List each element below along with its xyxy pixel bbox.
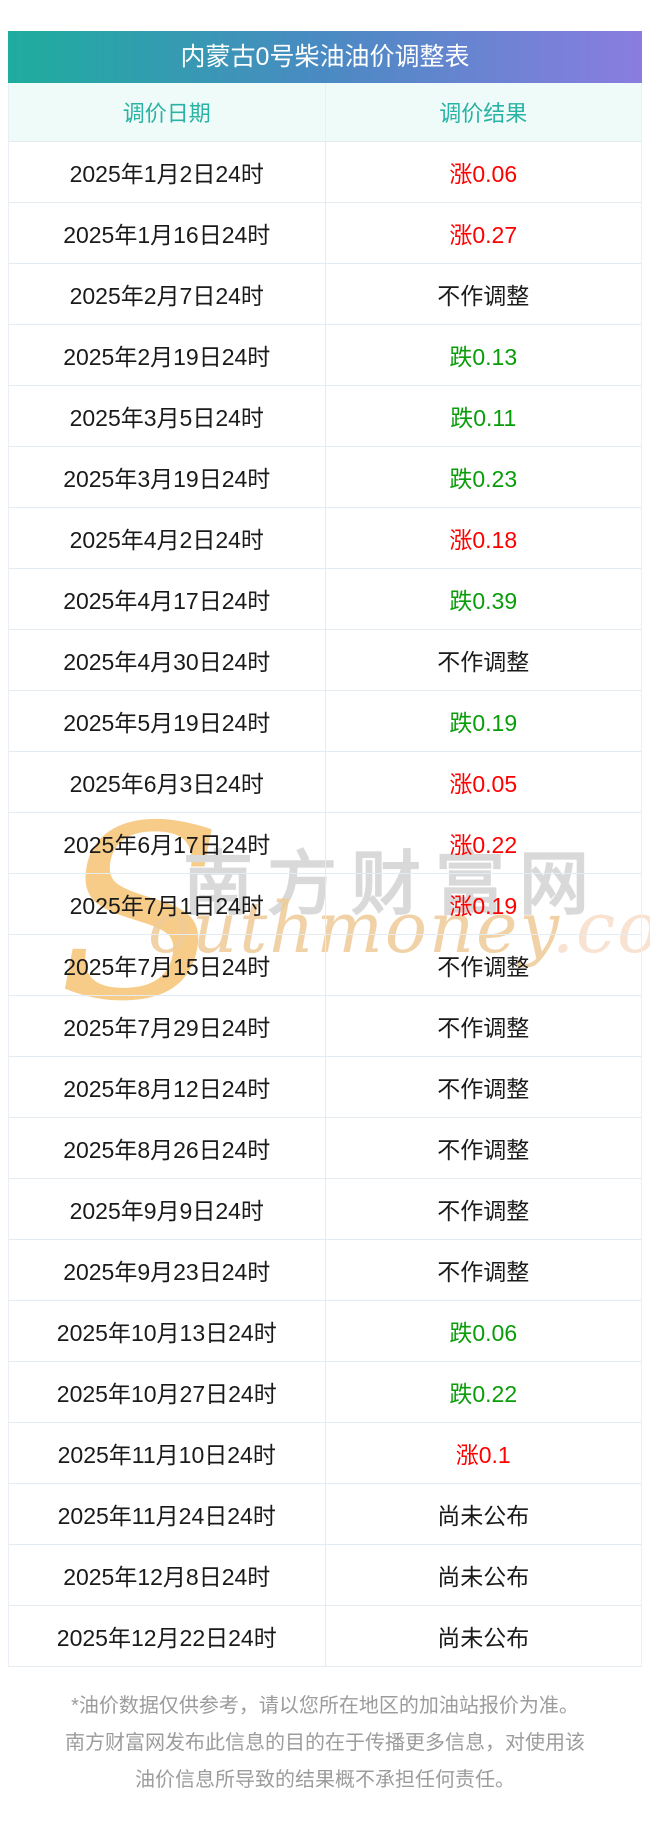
adjust-result-cell: 不作调整 — [325, 263, 641, 325]
table-title: 内蒙古0号柴油油价调整表 — [8, 31, 642, 83]
adjust-result-cell: 不作调整 — [325, 934, 641, 996]
adjust-date-cell: 2025年1月2日24时 — [9, 142, 326, 203]
table-row: 2025年4月17日24时 跌0.39 — [9, 568, 641, 630]
adjust-date-cell: 2025年5月19日24时 — [9, 690, 326, 752]
price-table: 2025年1月2日24时 涨0.06 2025年1月16日24时 涨0.27 2… — [9, 142, 641, 1666]
table-body-wrap: 调价日期 调价结果 2025年1月2日24时 涨0.06 2025年1月16日2… — [8, 83, 642, 1667]
adjust-result-cell: 不作调整 — [325, 995, 641, 1057]
adjust-date-cell: 2025年11月10日24时 — [9, 1422, 326, 1484]
adjust-result-cell: 涨0.06 — [325, 142, 641, 203]
table-row: 2025年11月24日24时 尚未公布 — [9, 1483, 641, 1545]
price-table-body: 2025年1月2日24时 涨0.06 2025年1月16日24时 涨0.27 2… — [9, 142, 641, 1666]
adjust-result-cell: 涨0.27 — [325, 202, 641, 264]
table-row: 2025年12月8日24时 尚未公布 — [9, 1544, 641, 1606]
adjust-result-cell: 尚未公布 — [325, 1483, 641, 1545]
adjust-result-cell: 不作调整 — [325, 629, 641, 691]
adjust-date-cell: 2025年4月17日24时 — [9, 568, 326, 630]
table-row: 2025年1月16日24时 涨0.27 — [9, 202, 641, 264]
table-row: 2025年5月19日24时 跌0.19 — [9, 690, 641, 752]
table-row: 2025年1月2日24时 涨0.06 — [9, 142, 641, 203]
adjust-date-cell: 2025年6月17日24时 — [9, 812, 326, 874]
table-row: 2025年2月19日24时 跌0.13 — [9, 324, 641, 386]
adjust-result-cell: 涨0.18 — [325, 507, 641, 569]
adjust-date-cell: 2025年12月22日24时 — [9, 1605, 326, 1666]
adjust-date-cell: 2025年6月3日24时 — [9, 751, 326, 813]
column-header-date: 调价日期 — [9, 83, 326, 141]
table-row: 2025年3月5日24时 跌0.11 — [9, 385, 641, 447]
adjust-date-cell: 2025年4月30日24时 — [9, 629, 326, 691]
table-row: 2025年12月22日24时 尚未公布 — [9, 1605, 641, 1666]
table-row: 2025年2月7日24时 不作调整 — [9, 263, 641, 325]
adjust-date-cell: 2025年10月13日24时 — [9, 1300, 326, 1362]
table-row: 2025年8月12日24时 不作调整 — [9, 1056, 641, 1118]
adjust-result-cell: 不作调整 — [325, 1239, 641, 1301]
adjust-date-cell: 2025年4月2日24时 — [9, 507, 326, 569]
table-row: 2025年9月9日24时 不作调整 — [9, 1178, 641, 1240]
table-row: 2025年7月29日24时 不作调整 — [9, 995, 641, 1057]
adjust-date-cell: 2025年7月1日24时 — [9, 873, 326, 935]
table-row: 2025年6月3日24时 涨0.05 — [9, 751, 641, 813]
adjust-date-cell: 2025年9月9日24时 — [9, 1178, 326, 1240]
adjust-date-cell: 2025年3月19日24时 — [9, 446, 326, 508]
adjust-result-cell: 不作调整 — [325, 1056, 641, 1118]
adjust-result-cell: 尚未公布 — [325, 1544, 641, 1606]
disclaimer-line: 油价信息所导致的结果概不承担任何责任。 — [135, 1769, 515, 1791]
adjust-date-cell: 2025年7月15日24时 — [9, 934, 326, 996]
adjust-result-cell: 不作调整 — [325, 1117, 641, 1179]
table-row: 2025年9月23日24时 不作调整 — [9, 1239, 641, 1301]
adjust-result-cell: 涨0.22 — [325, 812, 641, 874]
adjust-result-cell: 不作调整 — [325, 1178, 641, 1240]
adjust-date-cell: 2025年8月26日24时 — [9, 1117, 326, 1179]
adjust-date-cell: 2025年9月23日24时 — [9, 1239, 326, 1301]
table-row: 2025年4月2日24时 涨0.18 — [9, 507, 641, 569]
adjust-date-cell: 2025年12月8日24时 — [9, 1544, 326, 1606]
disclaimer-line: 南方财富网发布此信息的目的在于传播更多信息，对使用该 — [65, 1732, 585, 1754]
adjust-result-cell: 跌0.39 — [325, 568, 641, 630]
table-row: 2025年4月30日24时 不作调整 — [9, 629, 641, 691]
adjust-result-cell: 跌0.13 — [325, 324, 641, 386]
adjust-date-cell: 2025年3月5日24时 — [9, 385, 326, 447]
adjust-date-cell: 2025年10月27日24时 — [9, 1361, 326, 1423]
table-row: 2025年8月26日24时 不作调整 — [9, 1117, 641, 1179]
table-column-header: 调价日期 调价结果 — [9, 83, 641, 142]
adjust-result-cell: 涨0.1 — [325, 1422, 641, 1484]
disclaimer-line: *油价数据仅供参考，请以您所在地区的加油站报价为准。 — [71, 1695, 579, 1717]
adjust-result-cell: 跌0.19 — [325, 690, 641, 752]
adjust-result-cell: 尚未公布 — [437, 1625, 530, 1651]
page-content: 内蒙古0号柴油油价调整表 调价日期 调价结果 2025年1月2日24时 涨0.0… — [0, 31, 650, 1799]
disclaimer: *油价数据仅供参考，请以您所在地区的加油站报价为准。 南方财富网发布此信息的目的… — [0, 1688, 650, 1799]
price-adjustment-table: 内蒙古0号柴油油价调整表 调价日期 调价结果 2025年1月2日24时 涨0.0… — [8, 31, 642, 1667]
adjust-result-cell: 涨0.19 — [325, 873, 641, 935]
adjust-date-cell: 2025年1月16日24时 — [9, 202, 326, 264]
adjust-result-cell: 涨0.05 — [325, 751, 641, 813]
table-row: 2025年6月17日24时 涨0.22 — [9, 812, 641, 874]
adjust-result-cell: 跌0.11 — [325, 385, 641, 447]
table-row: 2025年10月13日24时 跌0.06 — [9, 1300, 641, 1362]
adjust-date-cell: 2025年2月7日24时 — [9, 263, 326, 325]
column-header-result: 调价结果 — [439, 101, 528, 126]
adjust-date-cell: 2025年8月12日24时 — [9, 1056, 326, 1118]
table-row: 2025年7月1日24时 涨0.19 — [9, 873, 641, 935]
adjust-result-cell: 跌0.06 — [325, 1300, 641, 1362]
table-row: 2025年10月27日24时 跌0.22 — [9, 1361, 641, 1423]
table-row: 2025年11月10日24时 涨0.1 — [9, 1422, 641, 1484]
adjust-date-cell: 2025年2月19日24时 — [9, 324, 326, 386]
adjust-result-cell: 跌0.23 — [325, 446, 641, 508]
table-row: 2025年7月15日24时 不作调整 — [9, 934, 641, 996]
adjust-date-cell: 2025年7月29日24时 — [9, 995, 326, 1057]
adjust-result-cell: 跌0.22 — [325, 1361, 641, 1423]
adjust-date-cell: 2025年11月24日24时 — [9, 1483, 326, 1545]
table-row: 2025年3月19日24时 跌0.23 — [9, 446, 641, 508]
